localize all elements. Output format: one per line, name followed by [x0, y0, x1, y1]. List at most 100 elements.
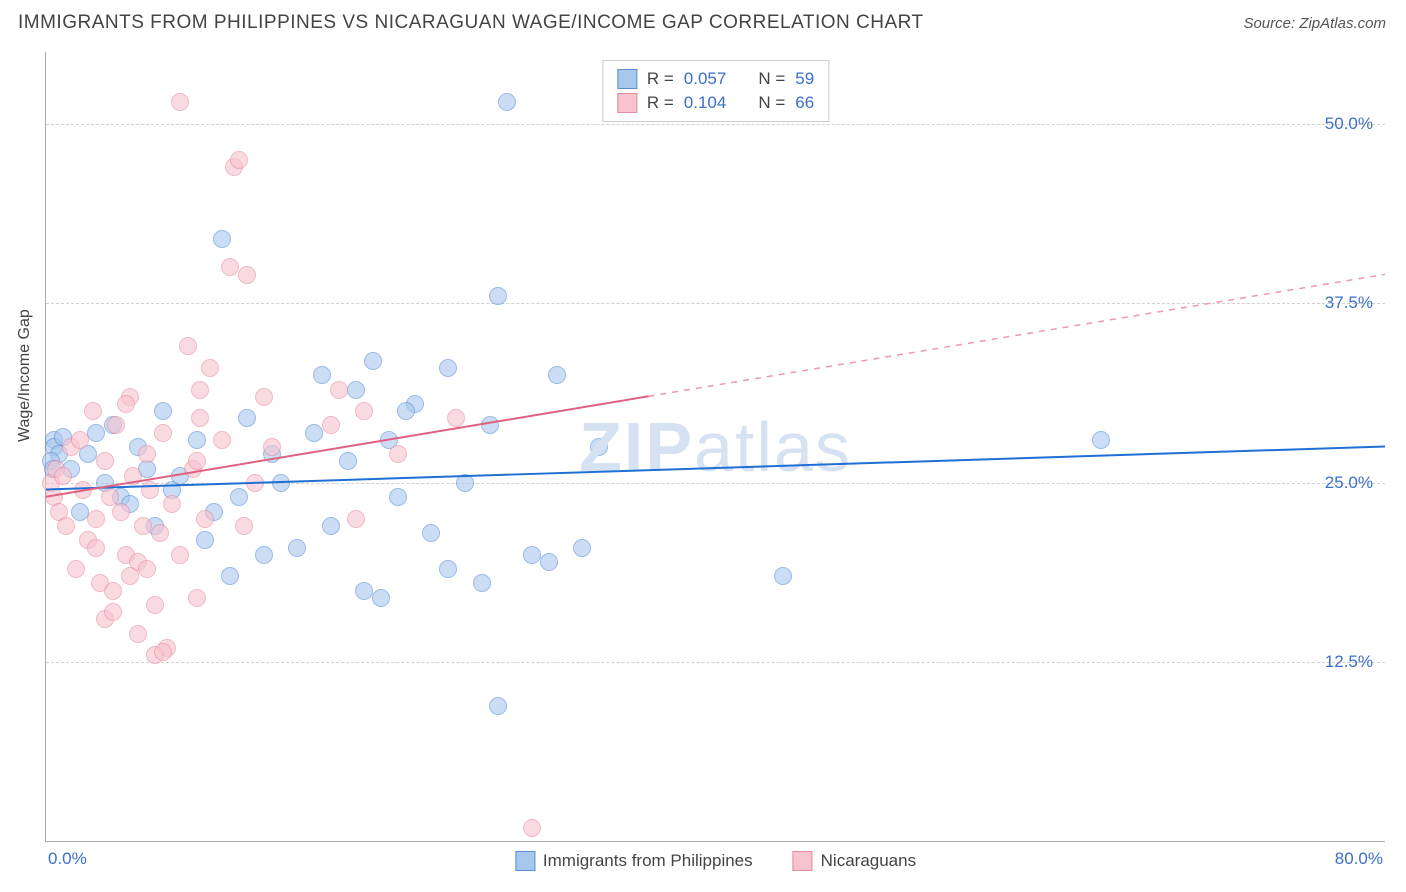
- scatter-point: [774, 567, 792, 585]
- y-tick-label: 12.5%: [1325, 652, 1373, 672]
- scatter-point: [121, 567, 139, 585]
- chart-header: IMMIGRANTS FROM PHILIPPINES VS NICARAGUA…: [0, 0, 1406, 42]
- scatter-point: [364, 352, 382, 370]
- scatter-point: [196, 531, 214, 549]
- plot-area: ZIPatlas R =0.057N =59R =0.104N =66 Immi…: [45, 52, 1385, 842]
- scatter-point: [473, 574, 491, 592]
- scatter-point: [188, 452, 206, 470]
- watermark-light: atlas: [694, 408, 852, 486]
- scatter-point: [347, 381, 365, 399]
- y-tick-label: 25.0%: [1325, 473, 1373, 493]
- trend-lines-svg: [46, 52, 1385, 841]
- scatter-point: [201, 359, 219, 377]
- scatter-point: [305, 424, 323, 442]
- scatter-point: [188, 431, 206, 449]
- scatter-point: [134, 517, 152, 535]
- legend-r-value: 0.104: [684, 93, 727, 113]
- scatter-point: [124, 467, 142, 485]
- scatter-point: [146, 596, 164, 614]
- scatter-point: [221, 567, 239, 585]
- scatter-point: [235, 517, 253, 535]
- scatter-point: [439, 359, 457, 377]
- scatter-point: [481, 416, 499, 434]
- scatter-point: [540, 553, 558, 571]
- scatter-point: [54, 467, 72, 485]
- chart-title: IMMIGRANTS FROM PHILIPPINES VS NICARAGUA…: [18, 12, 924, 34]
- scatter-point: [171, 546, 189, 564]
- scatter-point: [151, 524, 169, 542]
- scatter-point: [339, 452, 357, 470]
- legend-r-value: 0.057: [684, 69, 727, 89]
- scatter-point: [57, 517, 75, 535]
- gridline: [46, 303, 1385, 304]
- legend-r-label: R =: [647, 69, 674, 89]
- scatter-point: [330, 381, 348, 399]
- gridline: [46, 124, 1385, 125]
- scatter-point: [422, 524, 440, 542]
- legend-series: Immigrants from Philippines Nicaraguans: [515, 851, 916, 871]
- scatter-point: [67, 560, 85, 578]
- x-tick-label: 80.0%: [1335, 849, 1383, 869]
- scatter-point: [138, 445, 156, 463]
- scatter-point: [213, 230, 231, 248]
- scatter-point: [179, 337, 197, 355]
- legend-swatch: [617, 69, 637, 89]
- scatter-point: [104, 603, 122, 621]
- scatter-point: [439, 560, 457, 578]
- scatter-point: [489, 697, 507, 715]
- legend-series-label: Nicaraguans: [821, 851, 916, 871]
- legend-n-value: 59: [795, 69, 814, 89]
- scatter-point: [141, 481, 159, 499]
- legend-swatch: [617, 93, 637, 113]
- scatter-point: [489, 287, 507, 305]
- y-axis-label: Wage/Income Gap: [16, 309, 34, 442]
- scatter-point: [313, 366, 331, 384]
- scatter-point: [456, 474, 474, 492]
- y-tick-label: 37.5%: [1325, 293, 1373, 313]
- scatter-point: [163, 495, 181, 513]
- y-tick-label: 50.0%: [1325, 114, 1373, 134]
- scatter-point: [154, 402, 172, 420]
- scatter-point: [221, 258, 239, 276]
- scatter-point: [138, 560, 156, 578]
- scatter-point: [272, 474, 290, 492]
- legend-swatch: [515, 851, 535, 871]
- scatter-point: [447, 409, 465, 427]
- scatter-point: [355, 402, 373, 420]
- x-tick-label: 0.0%: [48, 849, 87, 869]
- scatter-point: [87, 539, 105, 557]
- legend-r-label: R =: [647, 93, 674, 113]
- legend-correlation-row: R =0.104N =66: [617, 91, 814, 115]
- scatter-point: [523, 819, 541, 837]
- trend-line: [649, 274, 1385, 396]
- scatter-point: [322, 416, 340, 434]
- legend-n-label: N =: [758, 69, 785, 89]
- legend-series-item: Nicaraguans: [793, 851, 916, 871]
- legend-swatch: [793, 851, 813, 871]
- gridline: [46, 662, 1385, 663]
- scatter-point: [372, 589, 390, 607]
- scatter-point: [230, 151, 248, 169]
- chart-source: Source: ZipAtlas.com: [1243, 15, 1386, 32]
- scatter-point: [322, 517, 340, 535]
- scatter-point: [498, 93, 516, 111]
- scatter-point: [1092, 431, 1110, 449]
- legend-n-value: 66: [795, 93, 814, 113]
- scatter-point: [154, 424, 172, 442]
- scatter-point: [397, 402, 415, 420]
- scatter-point: [112, 503, 130, 521]
- scatter-point: [548, 366, 566, 384]
- scatter-point: [84, 402, 102, 420]
- scatter-point: [191, 381, 209, 399]
- scatter-point: [246, 474, 264, 492]
- scatter-point: [71, 503, 89, 521]
- chart-container: Wage/Income Gap ZIPatlas R =0.057N =59R …: [0, 42, 1406, 882]
- scatter-point: [523, 546, 541, 564]
- scatter-point: [389, 488, 407, 506]
- scatter-point: [389, 445, 407, 463]
- scatter-point: [87, 424, 105, 442]
- scatter-point: [263, 438, 281, 456]
- legend-series-label: Immigrants from Philippines: [543, 851, 753, 871]
- legend-correlation-row: R = 0.057 N = 59: [617, 67, 814, 91]
- scatter-point: [117, 395, 135, 413]
